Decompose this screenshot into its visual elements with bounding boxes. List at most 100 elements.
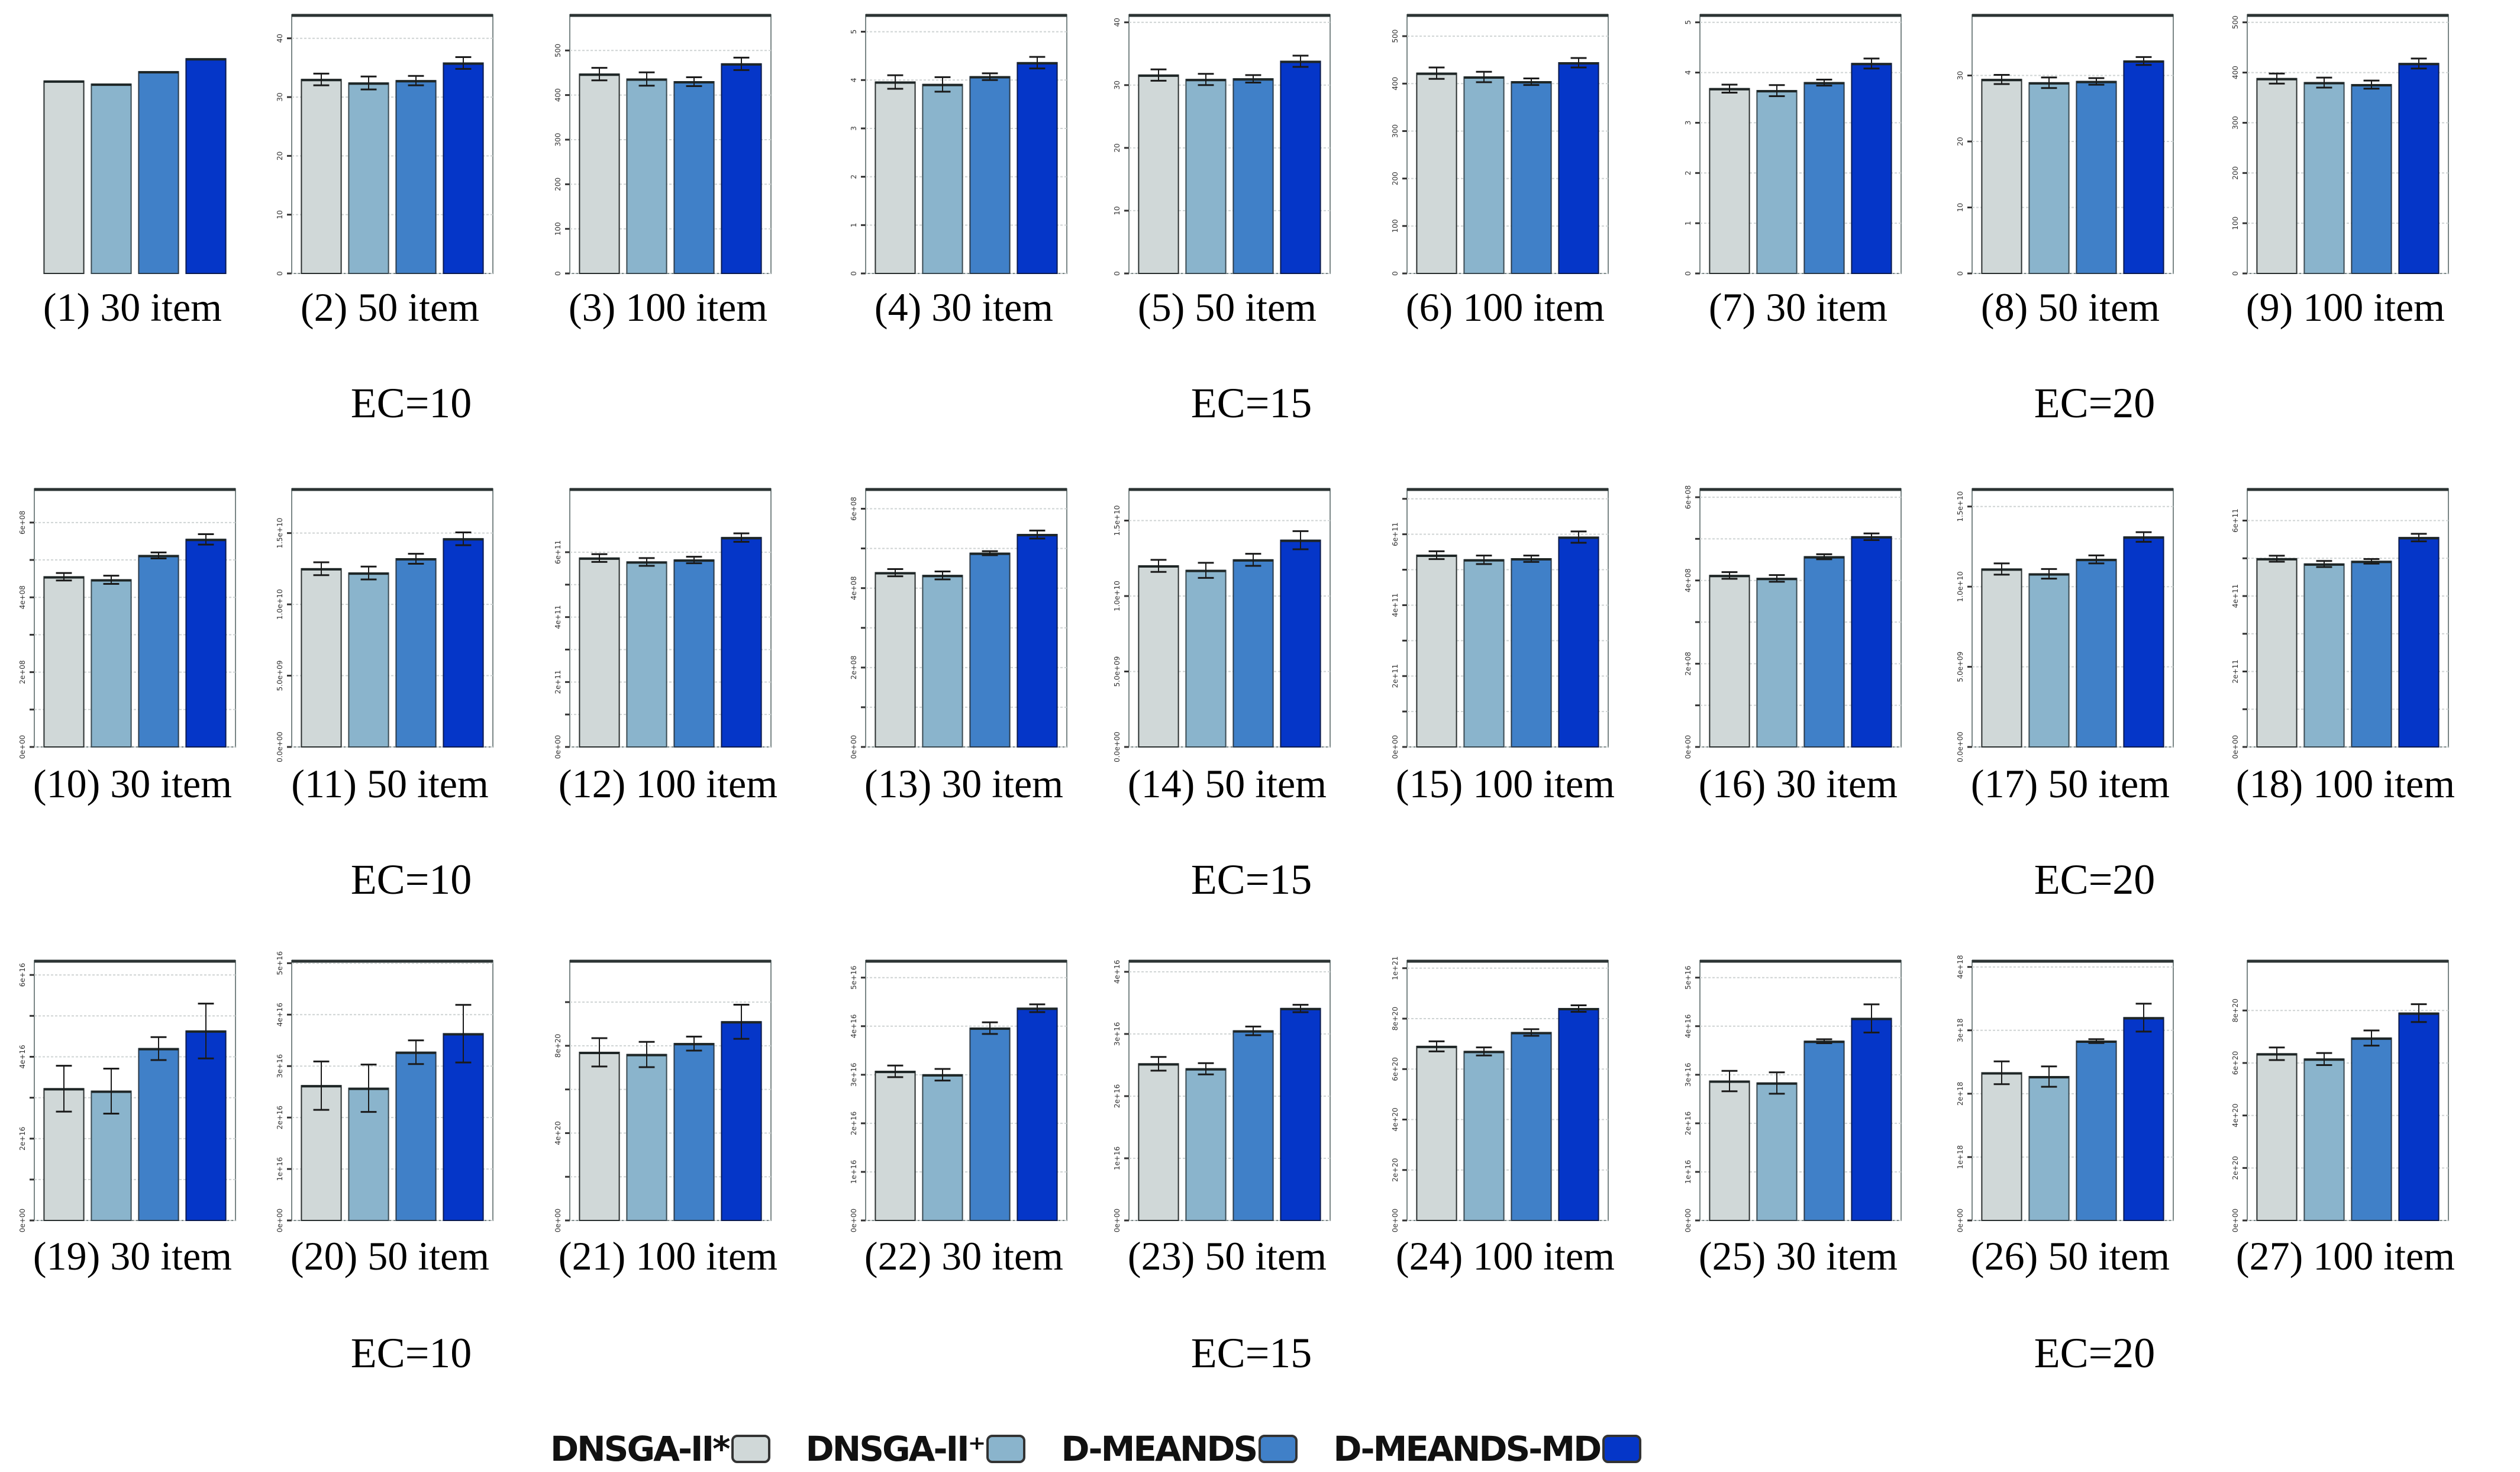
y-tick-label: 0e+00 [2231,735,2240,759]
chart-panel-20: 0e+00 1e+16 2e+16 3e+16 4e+16 5e+16 [269,951,505,1244]
y-tick-label: 5e+16 [850,966,858,990]
y-tick-label: 4e+20 [2231,1103,2240,1127]
y-tick-label: 2e+16 [850,1112,858,1135]
bar-d-meands-md [2123,60,2164,275]
bar-dnsga-ii- [626,78,667,274]
y-tick-label: 4e+20 [554,1121,562,1145]
y-tick-label: 6e+11 [2231,508,2240,532]
bar-dnsga-ii- [1138,565,1179,748]
bar-d-meands-md [1280,60,1321,274]
panel-caption: (15) 100 item [1395,761,1615,806]
chart-svg-9: 0 100 200 300 400 500 [2231,14,2449,276]
y-tick-label: 0e+00 [554,735,562,759]
panel-caption: (13) 30 item [864,761,1064,806]
bar-d-meands-md [2123,536,2164,748]
y-tick-label: 4 [850,78,858,82]
bar-dnsga-ii- [1709,575,1750,748]
y-tick-label: 0 [1113,271,1121,276]
y-tick-label: 30 [276,92,284,101]
y-tick-label: 30 [1956,71,1964,80]
y-tick-label: 0e+00 [1391,735,1399,759]
bar-d-meands [1511,558,1552,748]
y-tick-label: 2e+08 [18,660,27,684]
bar-dnsga-ii- [875,81,916,274]
y-tick-label: 6e+20 [2231,1051,2240,1075]
bar-dnsga-ii- [626,1054,667,1221]
chart-svg-26: 0e+00 1e+18 2e+18 3e+18 4e+18 [1956,955,2174,1232]
y-tick-label: 5e+16 [1684,966,1692,990]
group-label-ec-20: EC=20 [2034,856,2156,903]
legend-item-d-meands: D-MEANDS [1061,1429,1298,1469]
y-tick-label: 20 [1113,143,1121,152]
y-tick-label: 6e+11 [554,540,562,564]
y-tick-label: 0.0e+00 [276,732,284,762]
y-tick-label: 1e+16 [850,1160,858,1184]
bar-dnsga-ii- [626,561,667,748]
bar-d-meands [2076,559,2117,748]
y-tick-label: 2e+20 [1391,1158,1399,1182]
panel-caption: (21) 100 item [558,1233,778,1278]
y-tick-label: 1e+18 [1956,1145,1964,1169]
panel-caption: (11) 50 item [291,761,489,806]
bar-d-meands-md [443,62,484,274]
bar-dnsga-ii- [43,576,85,748]
bar-d-meands [673,81,715,274]
bar-dnsga-ii- [1463,559,1505,748]
chart-svg-10: 0e+00 2e+08 4e+08 6e+08 [18,488,236,759]
y-tick-label: 0e+00 [2231,1209,2240,1232]
panel-caption: (25) 30 item [1698,1233,1898,1278]
chart-svg-17: 0.0e+00 5.0e+09 1.0e+10 1.5e+10 [1956,488,2174,762]
chart-panel-2: 0 10 20 30 40 [269,14,505,297]
bar-d-meands-md [721,537,762,748]
bar-d-meands-md [1017,62,1058,274]
bar-d-meands [2351,561,2392,748]
y-tick-label: 4e+16 [18,1045,27,1068]
y-tick-label: 2e+11 [554,670,562,694]
legend-swatch [1602,1435,1642,1463]
chart-svg-25: 0e+00 1e+16 2e+16 3e+16 4e+16 5e+16 [1684,959,1902,1232]
bar-dnsga-ii- [1185,569,1227,748]
y-tick-label: 4e+20 [1391,1107,1399,1131]
y-tick-label: 8e+20 [1391,1007,1399,1030]
y-tick-label: 8e+20 [554,1034,562,1058]
panel-caption: (4) 30 item [874,285,1054,330]
panel-caption: (22) 30 item [864,1233,1064,1278]
y-tick-label: 0e+00 [18,1209,27,1232]
legend-swatch [731,1435,770,1463]
bar-d-meands-md [2123,1017,2164,1222]
bar-d-meands [1803,1041,1845,1222]
bar-d-meands [138,71,179,274]
bar-dnsga-ii- [1138,1063,1179,1221]
chart-svg-23: 0e+00 1e+16 2e+16 3e+16 4e+16 [1113,959,1331,1232]
bar-d-meands-md [1558,1007,1599,1221]
y-tick-label: 0e+00 [276,1209,284,1232]
legend-label: D-MEANDS [1061,1429,1258,1469]
bar-dnsga-ii- [2256,558,2298,748]
bar-dnsga-ii- [1981,79,2022,274]
bar-d-meands [1803,556,1845,748]
chart-panel-8: 0 10 20 30 [1950,14,2185,297]
group-label-ec-15: EC=15 [1190,379,1312,427]
y-tick-label: 1e+21 [1391,956,1399,980]
chart-panel-16: 0e+00 2e+08 4e+08 6e+08 [1677,485,1913,771]
bar-dnsga-ii- [922,575,963,748]
panel-caption: (17) 50 item [1970,761,2170,806]
y-tick-label: 20 [276,152,284,160]
y-tick-label: 3 [1684,121,1692,125]
group-label-ec-10: EC=10 [350,856,472,903]
chart-svg-15: 0e+00 2e+11 4e+11 6e+11 [1391,488,1609,759]
bar-dnsga-ii- [91,83,132,274]
panel-caption: (26) 50 item [1970,1233,2170,1278]
y-tick-label: 2e+16 [276,1106,284,1129]
bar-d-meands [1511,1032,1552,1221]
y-tick-label: 1.0e+10 [276,589,284,620]
y-tick-label: 400 [554,88,562,102]
bar-d-meands-md [2398,63,2440,274]
bar-dnsga-ii- [348,82,389,275]
bar-d-meands-md [1558,536,1599,748]
bar-dnsga-ii- [922,1074,963,1221]
bar-dnsga-ii- [2256,78,2298,274]
panel-caption: (14) 50 item [1127,761,1327,806]
y-tick-label: 5.0e+09 [1956,652,1964,682]
y-tick-label: 4e+16 [850,1014,858,1038]
